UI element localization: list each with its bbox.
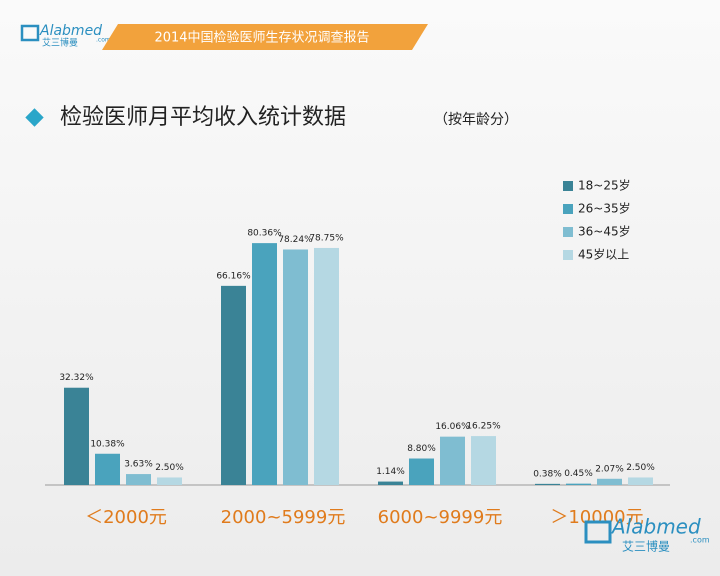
value-label: 3.63% [124,460,153,470]
value-label: 16.06% [435,422,470,432]
logo-name: Alabmed [39,23,102,39]
banner-bg [102,24,428,50]
bar [314,247,339,485]
bar [157,477,182,485]
value-label: 78.24% [278,235,313,245]
value-label: 2.07% [595,464,624,474]
x-tick-label: ＞10000元 [550,507,643,528]
bar [409,458,434,485]
value-label: 66.16% [216,271,251,281]
legend-label: 36~45岁 [578,224,631,239]
value-label: 10.38% [90,439,125,449]
legend-swatch [563,250,573,260]
footer-logo: Alabmed .com 艾三博曼 [584,515,710,554]
x-tick-label: 2000~5999元 [221,507,346,528]
value-label: 80.36% [247,229,282,239]
banner-text: 2014中国检验医师生存状况调查报告 [154,30,369,46]
legend-label: 26~35岁 [578,201,631,216]
logo-domain: .com [96,37,111,44]
bar [440,436,465,485]
logo-icon [584,520,612,544]
chart-title: 检验医师月平均收入统计数据 [60,105,346,130]
bar [64,387,89,485]
value-label: 32.32% [59,373,94,383]
legend-swatch [563,204,573,214]
value-label: 2.50% [155,463,184,473]
legend-label: 45岁以上 [578,247,629,262]
value-label: 8.80% [407,444,436,454]
value-label: 1.14% [376,467,405,477]
bar [535,483,560,485]
bar [283,249,308,485]
value-label: 16.25% [466,422,501,432]
logo-domain: .com [690,536,710,545]
bar [566,483,591,485]
logo-chinese: 艾三博曼 [42,37,78,49]
bar [597,478,622,485]
x-tick-label: 6000~9999元 [378,507,503,528]
value-label: 0.38% [533,469,562,479]
x-tick-label: ＜2000元 [85,507,167,528]
bar [95,453,120,485]
value-label: 2.50% [626,463,655,473]
title-bullet [25,108,44,127]
legend-swatch [563,227,573,237]
bar [378,481,403,485]
value-label: 0.45% [564,469,593,479]
bar [252,243,277,485]
bar [221,285,246,485]
legend-swatch [563,181,573,191]
logo-icon [20,24,40,42]
bar [126,474,151,485]
chart-subtitle: （按年龄分） [434,112,518,128]
bar [471,436,496,485]
value-label: 78.75% [309,233,344,243]
logo-name: Alabmed [610,515,701,539]
bar [628,477,653,485]
header-logo: Alabmed .com 艾三博曼 [20,23,111,49]
logo-chinese: 艾三博曼 [622,539,670,554]
legend-label: 18~25岁 [578,178,631,193]
